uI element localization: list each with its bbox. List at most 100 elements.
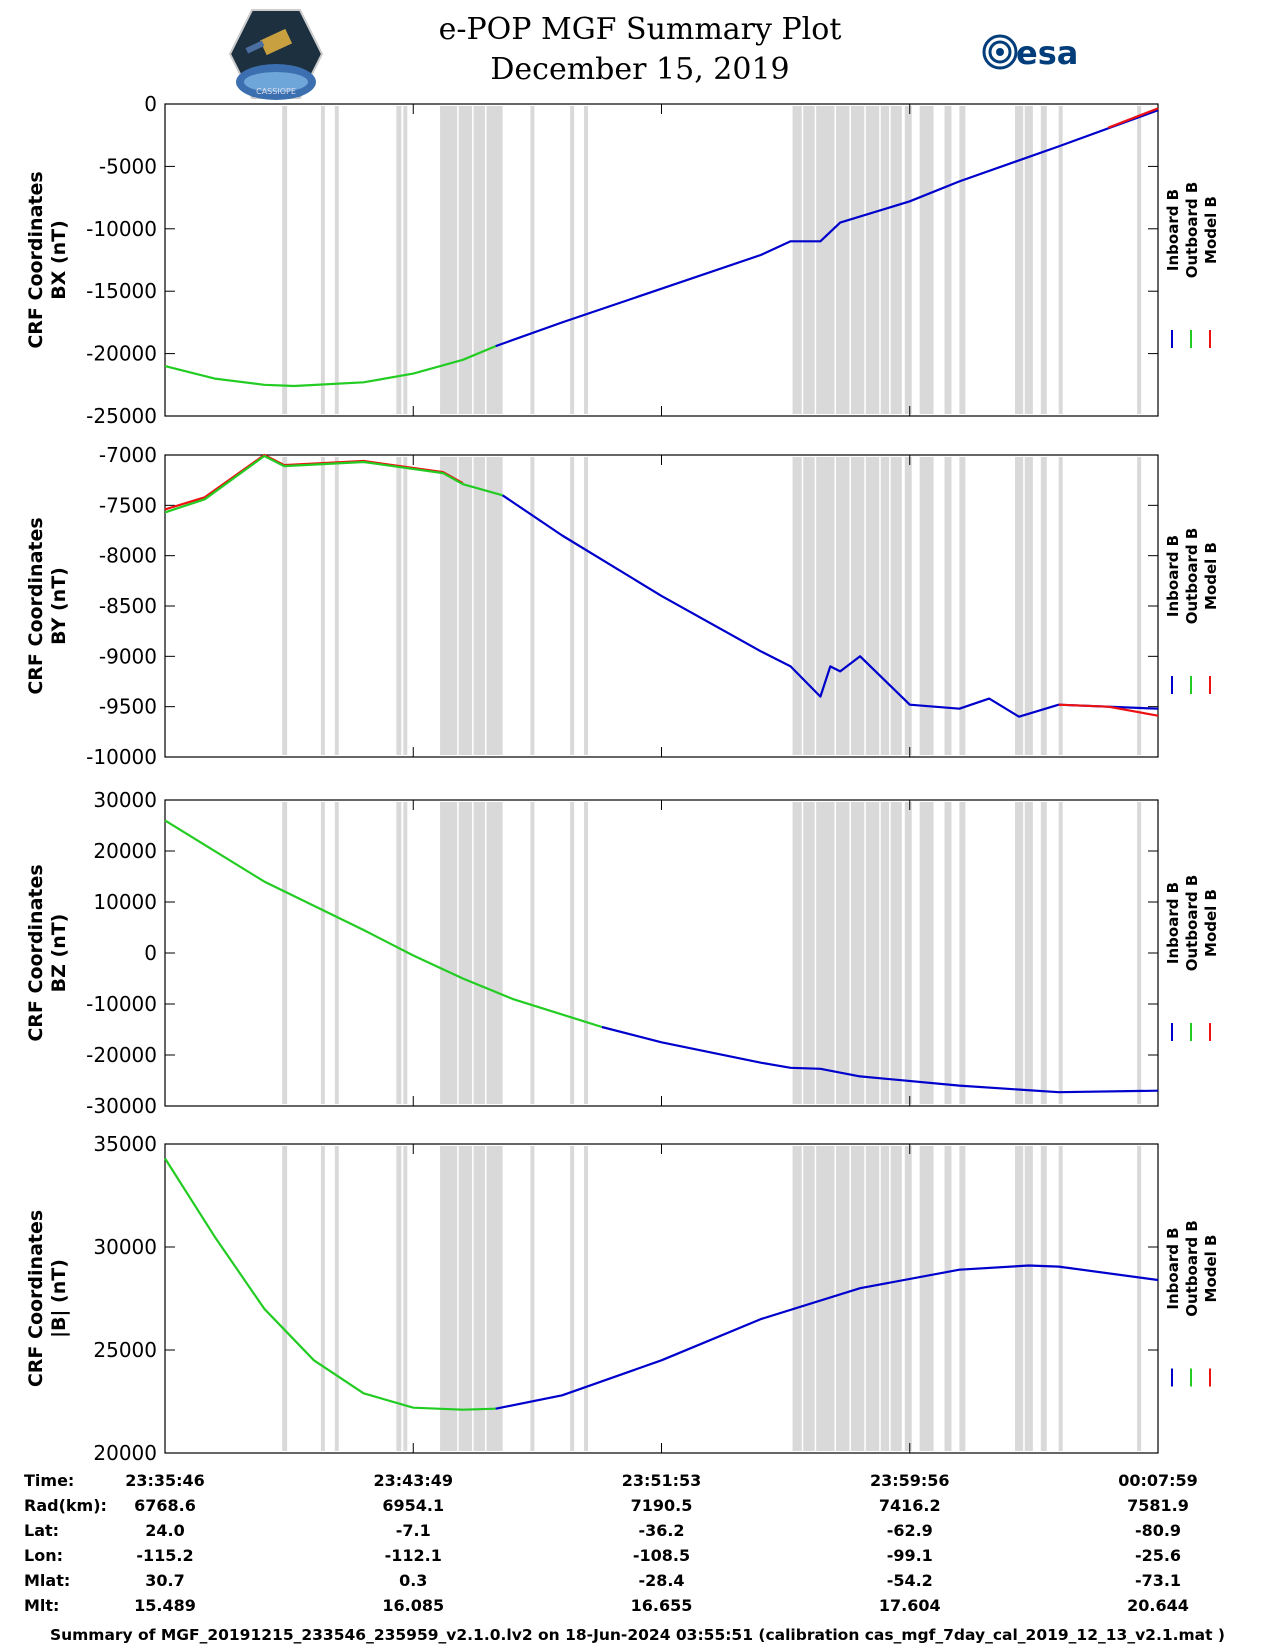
info-row-value: 16.085 [382,1596,445,1615]
series-line-outboard-b [164,819,603,1029]
info-row-label: Mlt: [24,1596,60,1615]
data-gap-band [959,457,966,755]
info-row-value: -54.2 [886,1571,933,1590]
info-row-value: 30.7 [145,1571,185,1590]
info-row-value: 6954.1 [382,1496,445,1515]
info-row-value: 24.0 [145,1521,185,1540]
data-gap-band [584,106,589,414]
data-gap-band [792,106,902,414]
y-axis-label: CRF CoordinatesBY (nT) [25,517,70,694]
info-row-value: -28.4 [638,1571,685,1590]
y-tick-label: -7500 [99,493,157,517]
panel-1: 0 -5000 -10000 -15000 -20000 -25000 CRF Coordi… [25,92,1220,428]
info-row-value: -80.9 [1134,1521,1182,1540]
y-tick-label: -20000 [86,1043,157,1067]
data-gap-band [1040,802,1047,1104]
data-gap-band [959,802,966,1104]
data-gap-band [320,106,325,414]
data-gap-band [1137,1146,1142,1451]
y-axis-label-line2: BX (nT) [48,220,70,300]
data-gap-band [1137,802,1142,1104]
data-gap-band [944,457,952,755]
info-row-value: 7416.2 [878,1496,941,1515]
panel-4: 35000 30000 25000 20000 CRF Coordinates|B| (… [25,1132,1220,1465]
info-row-value: -115.2 [136,1546,194,1565]
data-gap-band [904,106,912,414]
legend-label: Model B [1202,196,1220,264]
series-line-inboard-b [495,1264,1159,1410]
data-gap-band [1040,1146,1047,1451]
y-tick-label: -30000 [86,1094,157,1118]
data-gap-band [396,457,402,755]
info-row-value: -62.9 [886,1521,933,1540]
y-tick-label: -20000 [86,342,157,366]
legend-label: Inboard B [1164,535,1182,617]
data-gap-band [440,802,503,1104]
data-gap-band [919,106,934,414]
y-tick-label: -10000 [86,992,157,1016]
info-row-value: -7.1 [395,1521,431,1540]
data-gap-band [792,802,902,1104]
info-row-value: -73.1 [1134,1571,1182,1590]
data-gap-band [959,106,966,414]
data-gap-band [792,1146,902,1451]
info-row-value: 6768.6 [134,1496,196,1515]
data-gap-band [530,106,535,414]
info-row-label: Rad(km): [24,1496,107,1515]
info-row-value: 0.3 [399,1571,428,1590]
info-row-value: -36.2 [638,1521,685,1540]
y-tick-label: -25000 [86,404,157,428]
data-gap-band [944,106,952,414]
y-axis-label-line2: BZ (nT) [48,914,70,993]
y-axis-label-line1: CRF Coordinates [25,517,47,694]
y-axis-label-line1: CRF Coordinates [25,1210,47,1387]
data-gap-band [792,457,902,755]
info-row-value: 23:43:49 [373,1471,454,1490]
y-tick-label: 10000 [93,890,157,914]
cassiope-logo-label: CASSIOPE [256,87,296,96]
data-gap-band [320,802,325,1104]
data-gap-band [1040,106,1047,414]
y-axis-label: CRF CoordinatesBZ (nT) [25,864,70,1041]
data-gap-band [334,1146,339,1451]
data-gap-band [1058,1146,1063,1451]
y-tick-label: -10000 [86,745,157,769]
info-row-label: Time: [24,1471,75,1490]
info-row-value: -112.1 [384,1546,442,1565]
data-gap-band [320,457,325,755]
data-gap-band [584,457,589,755]
legend-label: Model B [1202,889,1220,957]
data-gap-band [570,106,575,414]
legend-label: Inboard B [1164,882,1182,964]
legend-label: Outboard B [1183,182,1201,279]
series-line-outboard-b [164,454,503,514]
data-gap-band [944,802,952,1104]
series-line-inboard-b [501,494,1159,718]
data-gap-band [904,457,912,755]
data-gap-band [282,457,288,755]
data-gap-band [570,802,575,1104]
data-gap-band [440,457,503,755]
data-gap-band [530,1146,535,1451]
y-tick-label: 0 [144,92,157,116]
y-axis-label-line2: |B| (nT) [48,1259,70,1338]
info-row-label: Lon: [24,1546,63,1565]
data-gap-band [904,802,912,1104]
legend-label: Inboard B [1164,1227,1182,1309]
y-tick-label: -9000 [99,644,157,668]
y-axis-label: CRF CoordinatesBX (nT) [25,171,70,348]
cassiope-logo: CASSIOPE [228,9,324,100]
info-row-value: 7581.9 [1127,1496,1189,1515]
page-title: e-POP MGF Summary Plot [438,12,842,47]
data-gap-band [919,457,934,755]
info-row-value: 23:59:56 [869,1471,950,1490]
data-gap-band [440,1146,503,1451]
data-gap-band [904,1146,912,1451]
y-tick-label: 20000 [93,839,157,863]
data-gap-band [530,457,535,755]
data-gap-band [1058,457,1063,755]
data-gap-band [1137,106,1142,414]
data-gap-band [919,1146,934,1451]
y-tick-label: 20000 [93,1441,157,1465]
data-gap-band [403,457,408,755]
